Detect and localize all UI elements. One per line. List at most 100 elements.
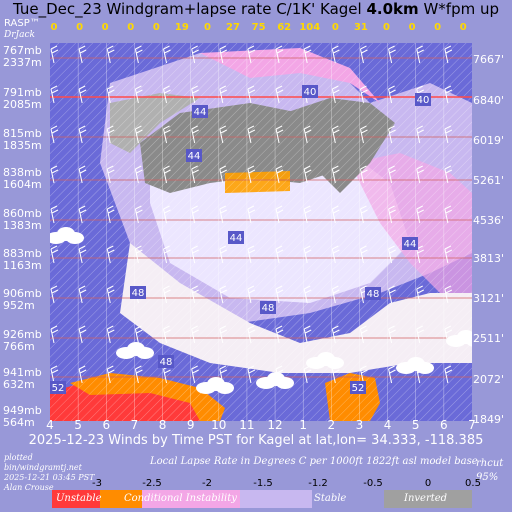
wind-barb: [275, 325, 284, 344]
pressure-label: 767mb: [3, 44, 42, 57]
wind-barb: [219, 45, 228, 64]
lapse-rate-title: Local Lapse Rate in Degrees C per 1000ft…: [150, 456, 478, 467]
wind-barb: [191, 245, 199, 264]
colorbar-unstable: [52, 490, 100, 508]
colorbar-tick-label: -1.5: [253, 478, 273, 489]
wind-barb: [191, 85, 199, 104]
footer-credits: plotted bin/windgramtj.net 2025-12-21 03…: [4, 453, 94, 493]
pressure-label: 949mb: [3, 404, 42, 417]
wind-barb: [106, 125, 115, 144]
hatch-overlay: [50, 43, 472, 421]
wind-barb: [50, 125, 59, 144]
wstar-value: 0: [101, 22, 109, 33]
height-m-label: 2085m: [3, 98, 42, 111]
wind-barb: [191, 205, 199, 224]
wind-barb: [303, 285, 312, 304]
wind-barb: [416, 165, 424, 184]
height-ft-label: 4536': [473, 214, 505, 227]
wind-barb: [303, 125, 312, 144]
cloud-icons: [50, 227, 472, 394]
wind-barb: [388, 245, 396, 264]
wind-speed-label: 44: [192, 105, 208, 118]
wind-barb: [78, 45, 87, 64]
x-tick-label: 11: [239, 418, 255, 432]
cloud-icon: [446, 330, 472, 347]
author-tag: DrJack: [4, 30, 35, 40]
wind-barb: [275, 245, 284, 264]
wind-speed-label: 48: [260, 301, 276, 314]
wind-speed-label: 40: [302, 85, 318, 98]
wstar-value: 0: [434, 22, 442, 33]
x-axis-title: 2025-12-23 Winds by Time PST for Kagel a…: [28, 433, 484, 448]
wind-barb: [78, 165, 87, 184]
height-m-label: 952m: [3, 299, 35, 312]
wind-barb: [444, 165, 453, 184]
wind-barb: [359, 205, 368, 224]
wind-barb: [275, 285, 284, 304]
wstar-value: 19: [174, 22, 189, 33]
wind-barb: [331, 325, 340, 344]
colorbar-stable-1: [240, 490, 312, 508]
wstar-value: 0: [152, 22, 160, 33]
wind-barb: [388, 125, 396, 144]
wind-barb: [331, 125, 340, 144]
wind-barb: [106, 45, 115, 64]
wind-barb: [416, 285, 424, 304]
wind-speed-label: 44: [186, 149, 202, 162]
x-tick-label: 7: [130, 418, 139, 432]
colorbar-label-stable: Stable: [314, 493, 347, 504]
wind-barb: [303, 45, 312, 64]
svg-text:44: 44: [194, 107, 207, 118]
wstar-value: 0: [408, 22, 416, 33]
height-m-label: 1383m: [3, 219, 42, 232]
pressure-label: 906mb: [3, 287, 42, 300]
cloud-icon: [50, 227, 84, 244]
x-tick-label: 9: [186, 418, 195, 432]
wind-barb: [106, 205, 115, 224]
wind-barb: [388, 165, 396, 184]
wind-barb: [191, 325, 199, 344]
wind-barb: [388, 365, 396, 384]
x-tick-label: 1: [299, 418, 307, 432]
wind-speed-label: 40: [415, 93, 431, 106]
x-tick-label: 6: [102, 418, 111, 432]
left-level-label: 941mb 632m: [3, 367, 45, 391]
wind-barb: [275, 45, 284, 64]
wind-barb: [331, 165, 340, 184]
wstar-value: 0: [76, 22, 84, 33]
left-level-label: 926mb 766m: [3, 329, 45, 353]
pressure-label: 815mb: [3, 127, 42, 140]
brand-label: RASP™: [4, 18, 40, 29]
wstar-value: 0: [459, 22, 467, 33]
wind-barb: [247, 285, 256, 304]
left-level-label: 883mb 1163m: [3, 248, 45, 272]
colorbar-label-unstable: Unstable: [56, 493, 102, 504]
colorbar-tick-label: -2: [202, 478, 212, 489]
wind-barb: [134, 365, 143, 384]
svg-text:52: 52: [352, 383, 365, 394]
wind-barb: [163, 85, 171, 104]
cloud-icon: [196, 377, 234, 394]
wind-barb: [191, 125, 199, 144]
colorbar-tick-label: -1.2: [308, 478, 328, 489]
wind-barb: [416, 45, 424, 64]
wind-speed-labels: 40 40 44 44 44 44 48 48 48 48 52 52: [50, 85, 431, 394]
wind-barb: [134, 165, 143, 184]
wind-speed-label: 48: [130, 286, 146, 299]
height-ft-label: 6840': [473, 94, 505, 107]
wind-barb: [78, 245, 87, 264]
wind-barb: [163, 325, 171, 344]
wind-speed-label: 52: [50, 381, 66, 394]
wind-barb: [219, 165, 228, 184]
title-wfpm: W*fpm up: [423, 0, 499, 18]
wind-barb: [219, 325, 228, 344]
level-lines: [50, 57, 472, 378]
wind-barb: [275, 85, 284, 104]
wind-barb: [78, 285, 87, 304]
wstar-value: 0: [383, 22, 390, 33]
wind-barb: [444, 365, 453, 384]
wind-barb: [219, 85, 228, 104]
wind-barb: [303, 325, 312, 344]
height-m-label: 1604m: [3, 178, 42, 191]
title-site: Kagel: [320, 0, 362, 18]
